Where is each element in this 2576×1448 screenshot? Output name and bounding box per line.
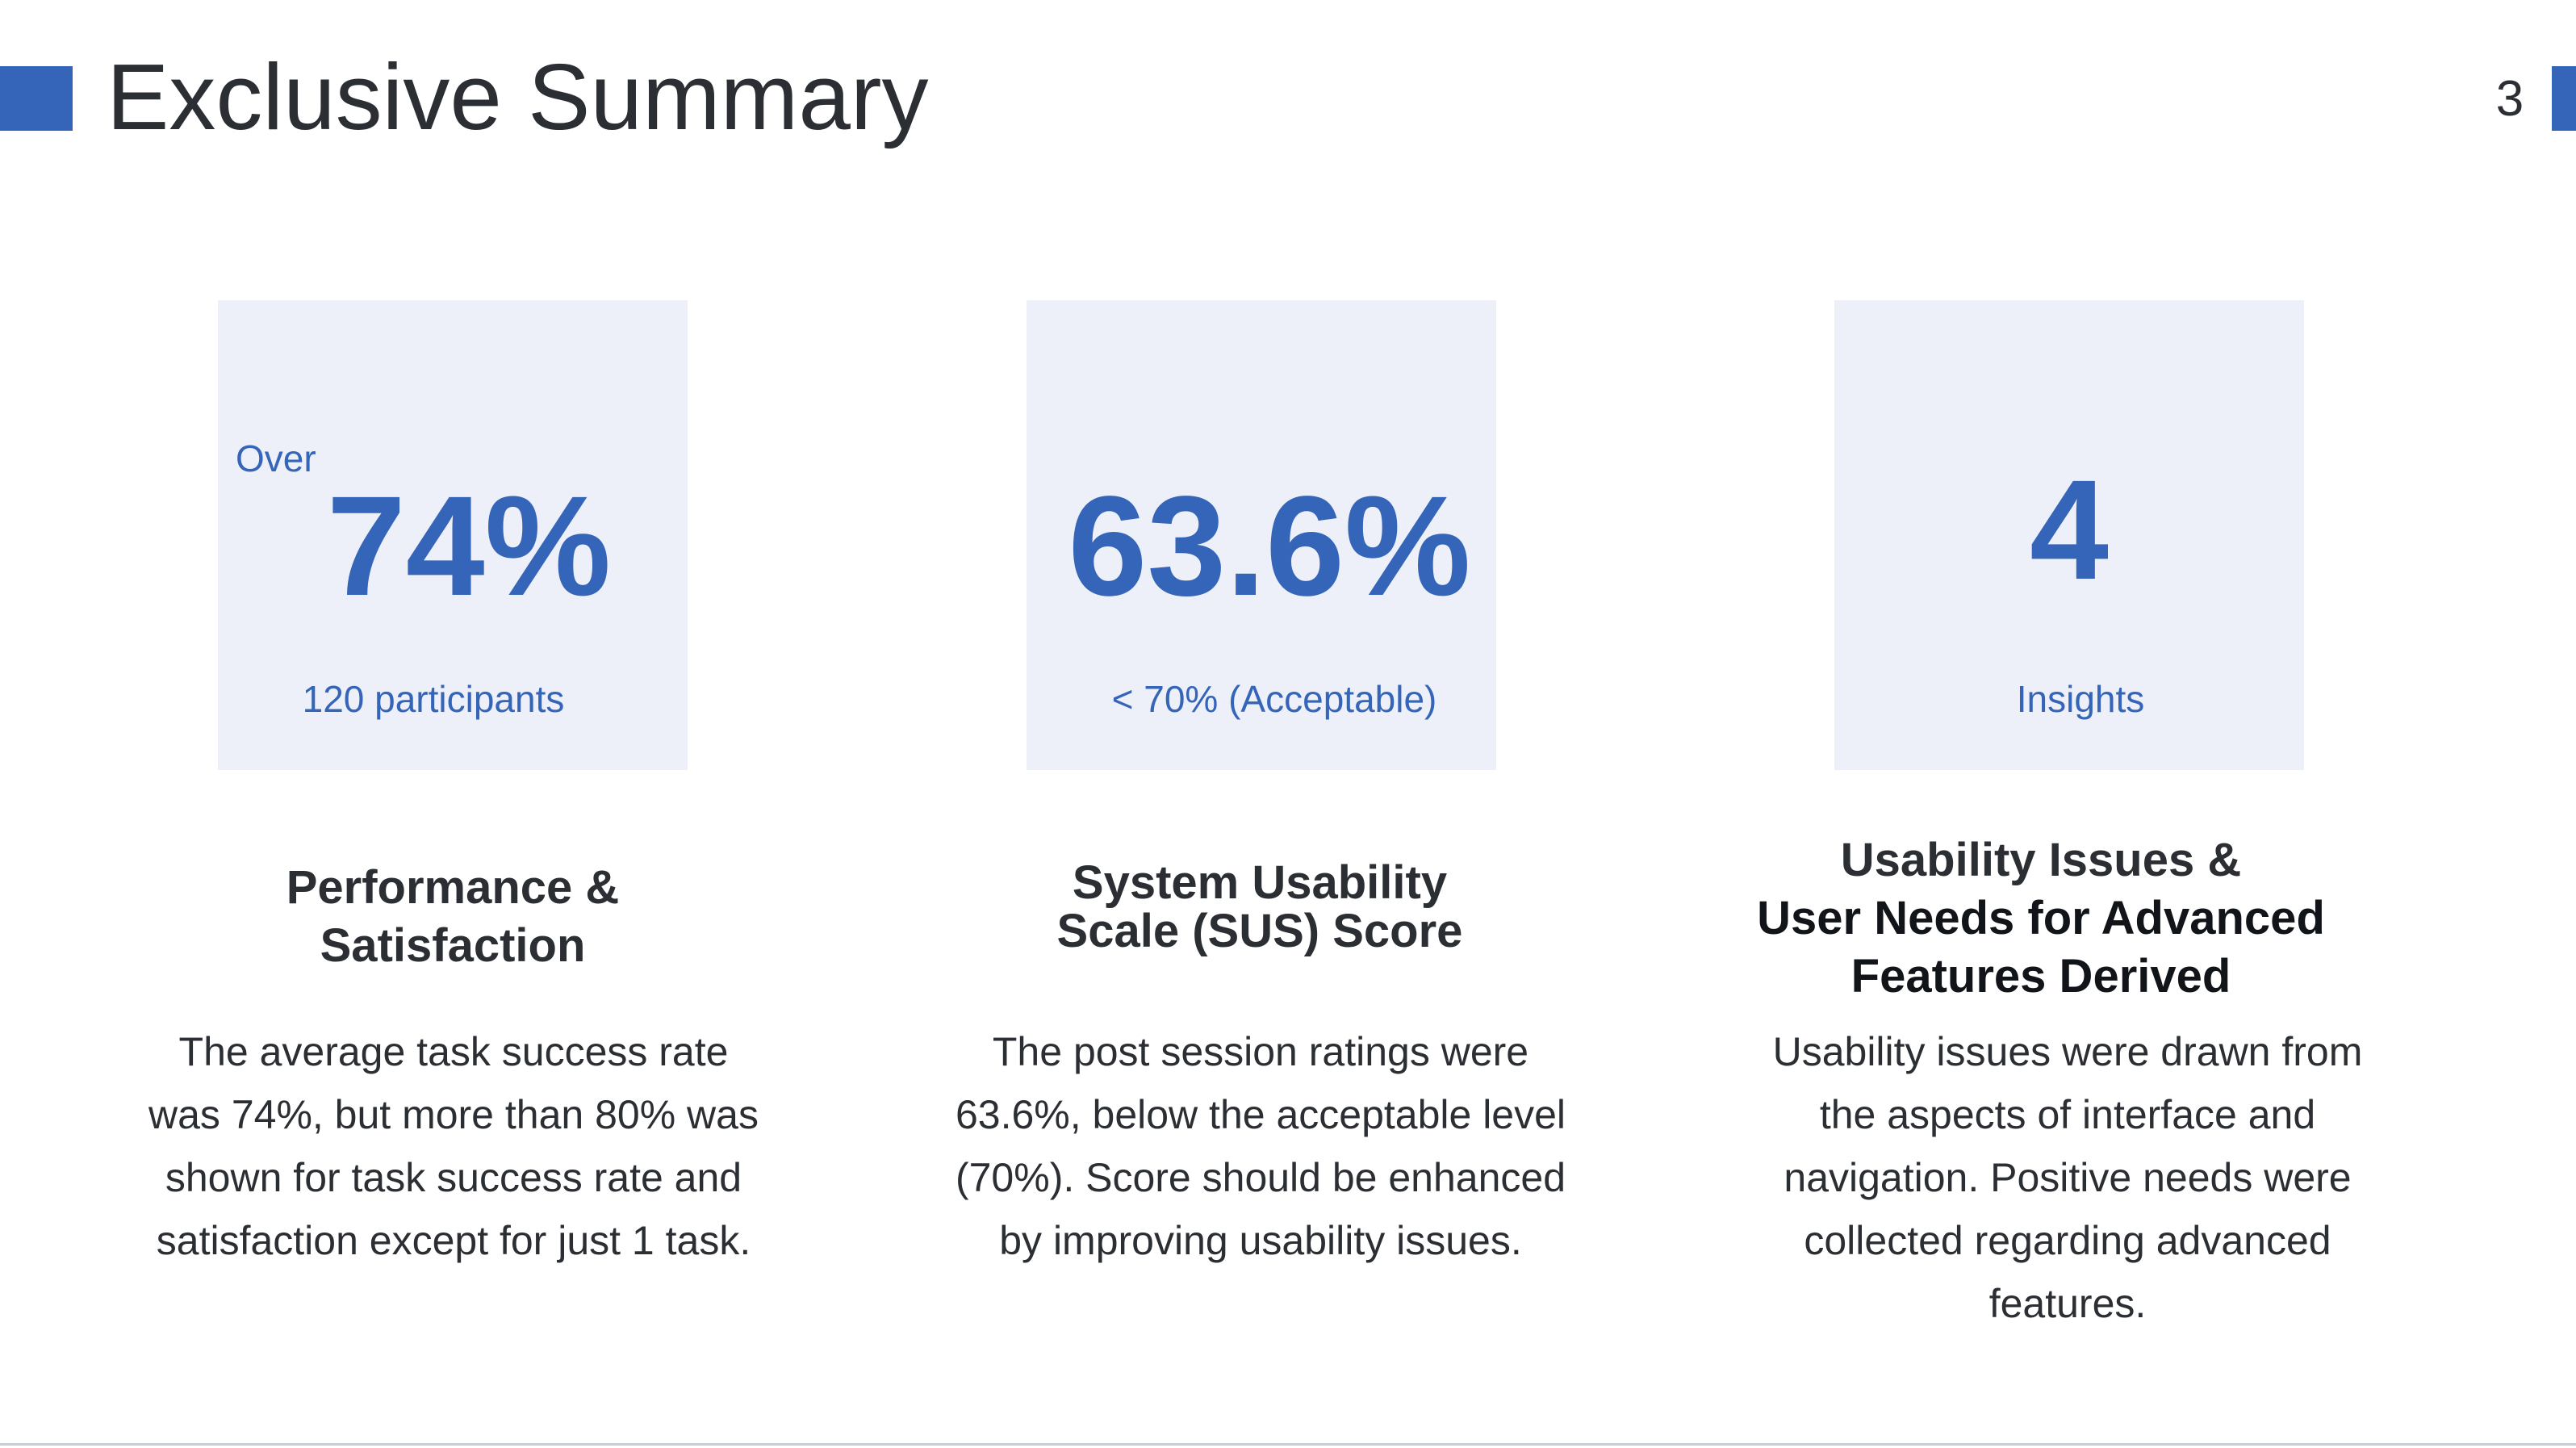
section-heading-performance: Performance & Satisfaction [129, 859, 776, 975]
stat-caption: Insights [2016, 678, 2145, 720]
stat-value: 4 [2030, 451, 2109, 609]
section-heading-sus: System Usability Scale (SUS) Score [936, 859, 1583, 956]
heading-line: System Usability [1072, 856, 1448, 909]
page-accent-bar [2552, 66, 2576, 131]
slide-title: Exclusive Summary [107, 44, 929, 149]
section-heading-usability-issues: Usability Issues & User Needs for Advanc… [1717, 831, 2365, 1006]
heading-line: Performance & [286, 861, 620, 914]
stat-value: 74% [326, 467, 612, 626]
heading-line: Usability Issues & [1840, 834, 2242, 886]
section-description-usability-issues: Usability issues were drawn from the asp… [1772, 1029, 2363, 1326]
heading-line: Satisfaction [320, 919, 586, 972]
section-description-sus: The post session ratings were 63.6%, bel… [955, 1029, 1566, 1263]
heading-line: Scale (SUS) Score [1056, 905, 1463, 957]
heading-line: Features Derived [1850, 950, 2231, 1002]
heading-line: User Needs for Advanced [1757, 892, 2325, 944]
section-description-performance: The average task success rate was 74%, b… [148, 1029, 759, 1263]
stat-caption: < 70% (Acceptable) [1111, 678, 1437, 720]
stat-card-insights: 4 Insights [1834, 300, 2304, 770]
stat-value: 63.6% [1068, 467, 1471, 626]
stat-card-task-success: Over 74% 120 participants [218, 300, 688, 770]
stat-prefix: Over [236, 437, 316, 479]
title-accent-bar [0, 66, 73, 131]
stat-caption: 120 participants [302, 678, 565, 720]
stat-card-sus-score: 63.6% < 70% (Acceptable) [1027, 300, 1496, 770]
page-number: 3 [2495, 71, 2524, 127]
footer-divider [0, 1443, 2576, 1446]
